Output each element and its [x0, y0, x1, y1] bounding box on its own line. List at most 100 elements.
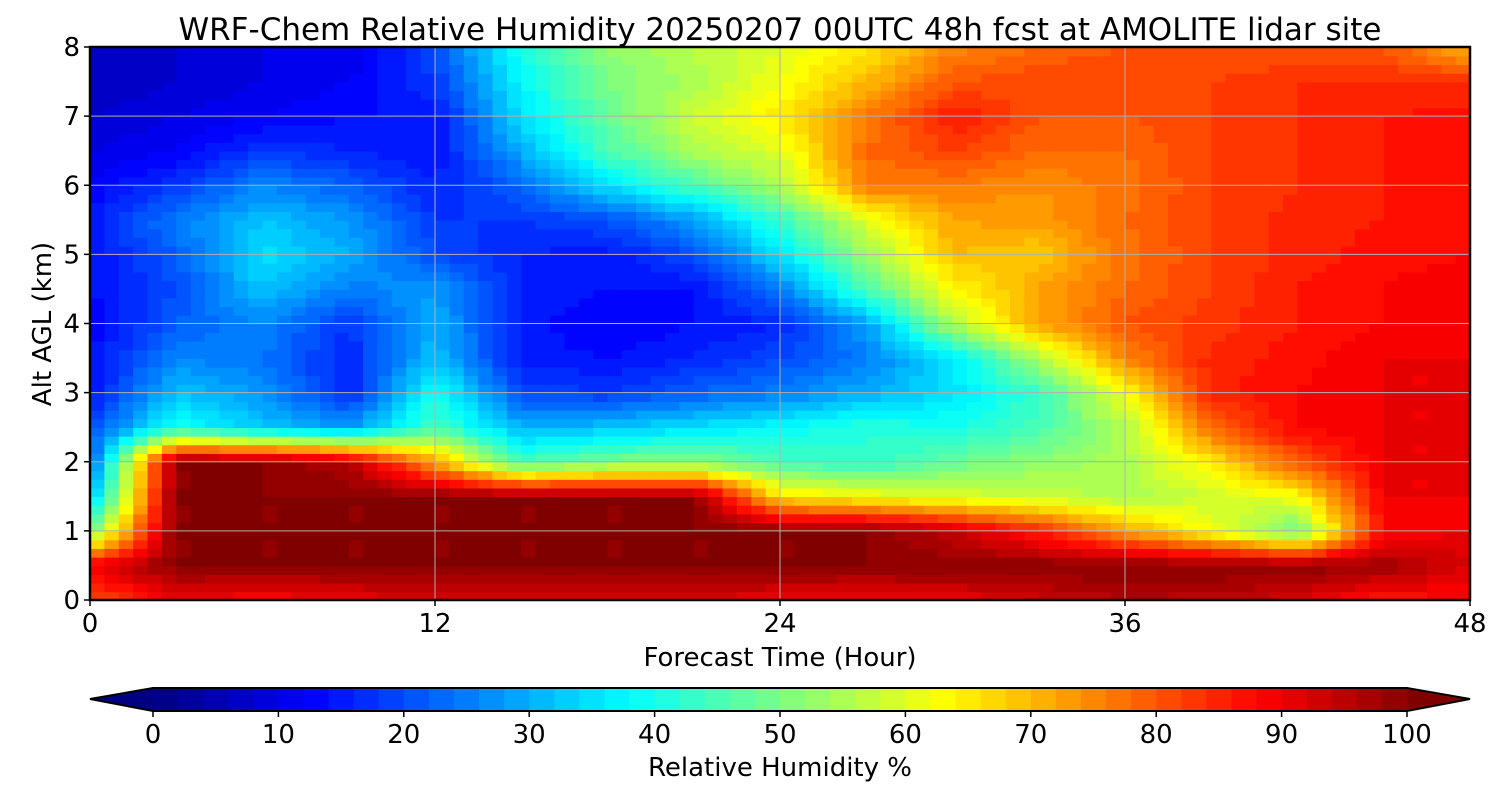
heatmap-cell [1081, 254, 1098, 264]
heatmap-cell [794, 185, 810, 195]
heatmap-cell [535, 401, 551, 411]
heatmap-cell [1311, 401, 1328, 411]
heatmap-cell [1211, 522, 1227, 532]
heatmap-cell [1283, 280, 1299, 290]
heatmap-cell [334, 176, 350, 187]
heatmap-cell [1254, 254, 1270, 264]
heatmap-cell [1225, 487, 1241, 498]
heatmap-cell [607, 530, 623, 541]
heatmap-cell [564, 591, 580, 600]
heatmap-cell [880, 349, 896, 359]
heatmap-cell [736, 366, 753, 377]
heatmap-cell [1139, 176, 1155, 187]
heatmap-cell [722, 202, 738, 212]
heatmap-cell [1326, 202, 1342, 212]
heatmap-cell [1240, 427, 1256, 437]
heatmap-cell [305, 582, 321, 593]
heatmap-cell [1110, 306, 1126, 316]
heatmap-cell [1081, 228, 1098, 238]
heatmap-cell [895, 366, 911, 377]
heatmap-cell [650, 427, 666, 437]
heatmap-cell [1383, 159, 1399, 169]
heatmap-cell [1182, 556, 1198, 567]
heatmap-cell [1412, 427, 1428, 437]
heatmap-cell [133, 565, 149, 575]
heatmap-cell [780, 332, 796, 342]
heatmap-cell [1053, 375, 1069, 385]
heatmap-cell [550, 349, 566, 359]
heatmap-cell [1153, 409, 1169, 420]
heatmap-cell [1038, 159, 1054, 169]
heatmap-cell [578, 280, 594, 290]
heatmap-cell [147, 375, 163, 385]
heatmap-cell [952, 435, 968, 446]
heatmap-cell [621, 401, 638, 411]
heatmap-cell [823, 383, 839, 394]
heatmap-cell [1297, 574, 1313, 584]
heatmap-cell [1225, 530, 1241, 541]
heatmap-cell [1326, 574, 1342, 584]
heatmap-cell [693, 565, 709, 575]
heatmap-cell [1240, 340, 1256, 351]
heatmap-cell [1355, 349, 1371, 359]
heatmap-cell [1369, 418, 1385, 428]
heatmap-cell [1153, 263, 1169, 273]
heatmap-cell [679, 453, 695, 463]
heatmap-cell [1297, 453, 1313, 463]
heatmap-cell [823, 159, 839, 169]
heatmap-cell [650, 202, 666, 212]
heatmap-cell [995, 591, 1011, 600]
heatmap-cell [679, 358, 695, 368]
heatmap-cell [1326, 479, 1342, 489]
heatmap-cell [1225, 401, 1241, 411]
heatmap-cell [1125, 522, 1141, 532]
heatmap-cell [1240, 548, 1256, 558]
heatmap-cell [765, 383, 781, 394]
heatmap-cell [391, 565, 408, 575]
heatmap-cell [90, 150, 106, 161]
heatmap-cell [736, 427, 753, 437]
heatmap-cell [420, 383, 436, 394]
heatmap-cell [118, 470, 134, 480]
heatmap-cell [780, 383, 796, 394]
heatmap-cell [190, 237, 206, 247]
heatmap-cell [219, 349, 235, 359]
heatmap-cell [679, 582, 695, 593]
heatmap-cell [291, 392, 307, 403]
heatmap-cell [751, 340, 767, 351]
heatmap-cell [147, 504, 163, 515]
heatmap-cell [133, 159, 149, 169]
heatmap-cell [147, 358, 163, 368]
heatmap-cell [607, 167, 623, 178]
heatmap-cell [665, 150, 681, 161]
heatmap-cell [1240, 332, 1256, 342]
heatmap-cell [1283, 479, 1299, 489]
heatmap-cell [650, 409, 666, 420]
heatmap-cell [765, 297, 781, 308]
heatmap-cell [722, 297, 738, 308]
heatmap-cell [1398, 539, 1414, 549]
heatmap-cell [1125, 582, 1141, 593]
heatmap-cell [1225, 349, 1241, 359]
heatmap-cell [1398, 530, 1414, 541]
heatmap-cell [780, 444, 796, 454]
heatmap-cell [938, 288, 954, 299]
heatmap-cell [1081, 435, 1098, 446]
heatmap-cell [449, 306, 465, 316]
heatmap-cell [981, 288, 997, 299]
heatmap-cell [492, 254, 508, 264]
heatmap-cell [1268, 479, 1284, 489]
heatmap-cell [1125, 504, 1141, 515]
heatmap-cell [621, 159, 638, 169]
heatmap-cell [736, 314, 753, 325]
heatmap-cell [1211, 513, 1227, 524]
heatmap-cell [564, 150, 580, 161]
heatmap-cell [1369, 591, 1385, 600]
heatmap-cell [1010, 340, 1026, 351]
heatmap-cell [248, 340, 264, 351]
heatmap-cell [1139, 427, 1155, 437]
heatmap-cell [1441, 280, 1457, 290]
heatmap-cell [320, 150, 336, 161]
heatmap-cell [851, 539, 868, 549]
heatmap-cell [1139, 504, 1155, 515]
